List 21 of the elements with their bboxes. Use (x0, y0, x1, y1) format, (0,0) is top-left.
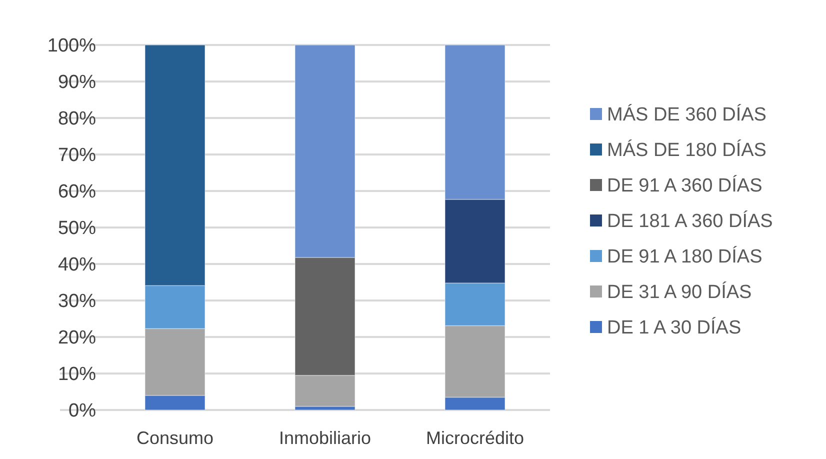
y-tick-label: 90% (58, 72, 96, 94)
legend-label: DE 91 A 360 DÍAS (607, 174, 762, 197)
x-tick-label: Inmobiliario (278, 428, 372, 448)
y-tick-label: 80% (58, 108, 96, 130)
y-tick-label: 30% (58, 291, 96, 312)
legend-label: DE 31 A 90 DÍAS (607, 281, 752, 304)
legend-label: MÁS DE 180 DÍAS (607, 139, 766, 162)
y-tick-label: 60% (58, 182, 96, 203)
y-tick-label: 100% (47, 36, 96, 57)
legend-label: MÁS DE 360 DÍAS (607, 104, 766, 126)
y-tick-label: 0% (68, 400, 96, 422)
legend-label: DE 1 A 30 DÍAS (607, 316, 742, 339)
y-tick-label: 10% (58, 364, 96, 386)
x-tick-label: Microcrédito (426, 428, 524, 448)
y-tick-label: 70% (58, 145, 96, 166)
y-tick-label: 50% (58, 218, 96, 240)
y-tick-label: 40% (58, 254, 96, 276)
x-tick-label: Consumo (136, 428, 214, 448)
legend-label: DE 91 A 180 DÍAS (607, 246, 762, 268)
y-tick-label: 20% (58, 328, 96, 349)
legend-label: DE 181 A 360 DÍAS (607, 210, 773, 232)
